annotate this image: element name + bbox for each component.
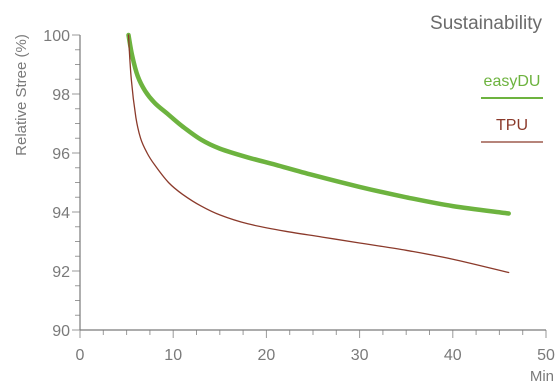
series-lines <box>126 32 511 274</box>
y-axis-title: Relative Stree (%) <box>13 34 30 156</box>
x-tick-label: 30 <box>351 347 369 364</box>
x-axis-ticks: 0 10 20 30 40 50 <box>76 347 555 364</box>
series-line-easydu <box>126 32 511 216</box>
y-tick-label: 100 <box>43 28 70 45</box>
y-tick-label: 94 <box>52 205 70 222</box>
y-axis-ticks: 90 92 94 96 98 100 <box>43 28 70 340</box>
x-tick-label: 50 <box>537 347 555 364</box>
y-tick-label: 96 <box>52 146 70 163</box>
minor-ticks <box>72 34 547 338</box>
x-tick-label: 10 <box>164 347 182 364</box>
legend-label-easydu: easyDU <box>484 73 541 90</box>
legend: easyDU TPU <box>481 73 543 143</box>
x-tick-label: 0 <box>76 347 85 364</box>
series-line-tpu <box>127 34 510 274</box>
chart-title: Sustainability <box>430 13 542 34</box>
y-tick-label: 90 <box>52 323 70 340</box>
x-tick-label: 20 <box>258 347 276 364</box>
legend-label-tpu: TPU <box>496 117 528 134</box>
y-tick-label: 98 <box>52 87 70 104</box>
x-axis-title: Min <box>530 368 554 385</box>
x-tick-label: 40 <box>444 347 462 364</box>
y-tick-label: 92 <box>52 264 70 281</box>
